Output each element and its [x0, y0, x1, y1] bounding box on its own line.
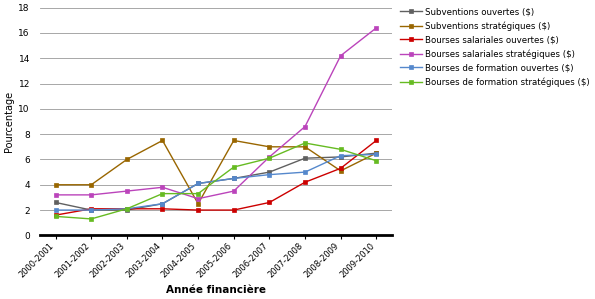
Bourses de formation stratégiques ($): [230, 165, 237, 169]
Bourses de formation stratégiques ($): [337, 147, 345, 151]
Subventions ouvertes ($): [230, 177, 237, 180]
Line: Subventions stratégiques ($): Subventions stratégiques ($): [53, 138, 378, 206]
Subventions ouvertes ($): [337, 155, 345, 159]
Subventions stratégiques ($): [195, 202, 202, 205]
Legend: Subventions ouvertes ($), Subventions stratégiques ($), Bourses salariales ouver: Subventions ouvertes ($), Subventions st…: [400, 7, 590, 87]
Bourses salariales stratégiques ($): [52, 193, 59, 197]
Subventions ouvertes ($): [123, 208, 130, 212]
Line: Bourses salariales ouvertes ($): Bourses salariales ouvertes ($): [53, 138, 378, 218]
Bourses de formation stratégiques ($): [123, 207, 130, 210]
Subventions stratégiques ($): [52, 183, 59, 187]
Bourses salariales ouvertes ($): [123, 207, 130, 210]
X-axis label: Année financière: Année financière: [166, 285, 266, 295]
Subventions ouvertes ($): [266, 170, 273, 174]
Subventions stratégiques ($): [372, 151, 380, 155]
Bourses salariales ouvertes ($): [302, 180, 309, 184]
Bourses de formation ouvertes ($): [123, 207, 130, 210]
Line: Subventions ouvertes ($): Subventions ouvertes ($): [53, 151, 378, 213]
Bourses salariales stratégiques ($): [337, 54, 345, 57]
Bourses salariales ouvertes ($): [230, 208, 237, 212]
Bourses de formation stratégiques ($): [87, 217, 95, 221]
Subventions stratégiques ($): [337, 169, 345, 173]
Bourses salariales stratégiques ($): [302, 125, 309, 128]
Bourses de formation stratégiques ($): [195, 192, 202, 196]
Bourses de formation ouvertes ($): [337, 154, 345, 158]
Bourses de formation ouvertes ($): [266, 173, 273, 176]
Bourses de formation ouvertes ($): [372, 152, 380, 156]
Subventions stratégiques ($): [87, 183, 95, 187]
Bourses de formation stratégiques ($): [302, 141, 309, 145]
Subventions stratégiques ($): [266, 145, 273, 149]
Line: Bourses salariales stratégiques ($): Bourses salariales stratégiques ($): [53, 25, 378, 201]
Y-axis label: Pourcentage: Pourcentage: [4, 91, 14, 152]
Bourses salariales ouvertes ($): [266, 201, 273, 204]
Line: Bourses de formation ouvertes ($): Bourses de formation ouvertes ($): [53, 152, 378, 213]
Bourses de formation ouvertes ($): [195, 182, 202, 185]
Bourses salariales stratégiques ($): [195, 197, 202, 200]
Subventions ouvertes ($): [372, 151, 380, 155]
Bourses de formation stratégiques ($): [372, 159, 380, 163]
Bourses salariales ouvertes ($): [52, 213, 59, 217]
Subventions ouvertes ($): [302, 156, 309, 160]
Subventions stratégiques ($): [230, 139, 237, 142]
Bourses de formation stratégiques ($): [159, 192, 166, 196]
Bourses salariales stratégiques ($): [266, 155, 273, 159]
Bourses salariales ouvertes ($): [87, 207, 95, 210]
Bourses de formation ouvertes ($): [302, 170, 309, 174]
Bourses salariales ouvertes ($): [195, 208, 202, 212]
Bourses salariales ouvertes ($): [372, 139, 380, 142]
Bourses salariales stratégiques ($): [87, 193, 95, 197]
Subventions ouvertes ($): [87, 208, 95, 212]
Subventions stratégiques ($): [123, 158, 130, 161]
Bourses salariales ouvertes ($): [159, 207, 166, 210]
Bourses de formation ouvertes ($): [230, 177, 237, 180]
Bourses salariales stratégiques ($): [123, 189, 130, 193]
Bourses de formation ouvertes ($): [87, 208, 95, 212]
Bourses de formation stratégiques ($): [52, 215, 59, 218]
Bourses de formation ouvertes ($): [52, 208, 59, 212]
Bourses salariales stratégiques ($): [159, 185, 166, 189]
Bourses salariales ouvertes ($): [337, 167, 345, 170]
Bourses salariales stratégiques ($): [372, 26, 380, 30]
Subventions stratégiques ($): [302, 145, 309, 149]
Subventions stratégiques ($): [159, 139, 166, 142]
Bourses de formation stratégiques ($): [266, 156, 273, 160]
Subventions ouvertes ($): [159, 202, 166, 205]
Bourses de formation ouvertes ($): [159, 202, 166, 205]
Line: Bourses de formation stratégiques ($): Bourses de formation stratégiques ($): [53, 141, 378, 221]
Subventions ouvertes ($): [52, 201, 59, 204]
Subventions ouvertes ($): [195, 182, 202, 185]
Bourses salariales stratégiques ($): [230, 189, 237, 193]
